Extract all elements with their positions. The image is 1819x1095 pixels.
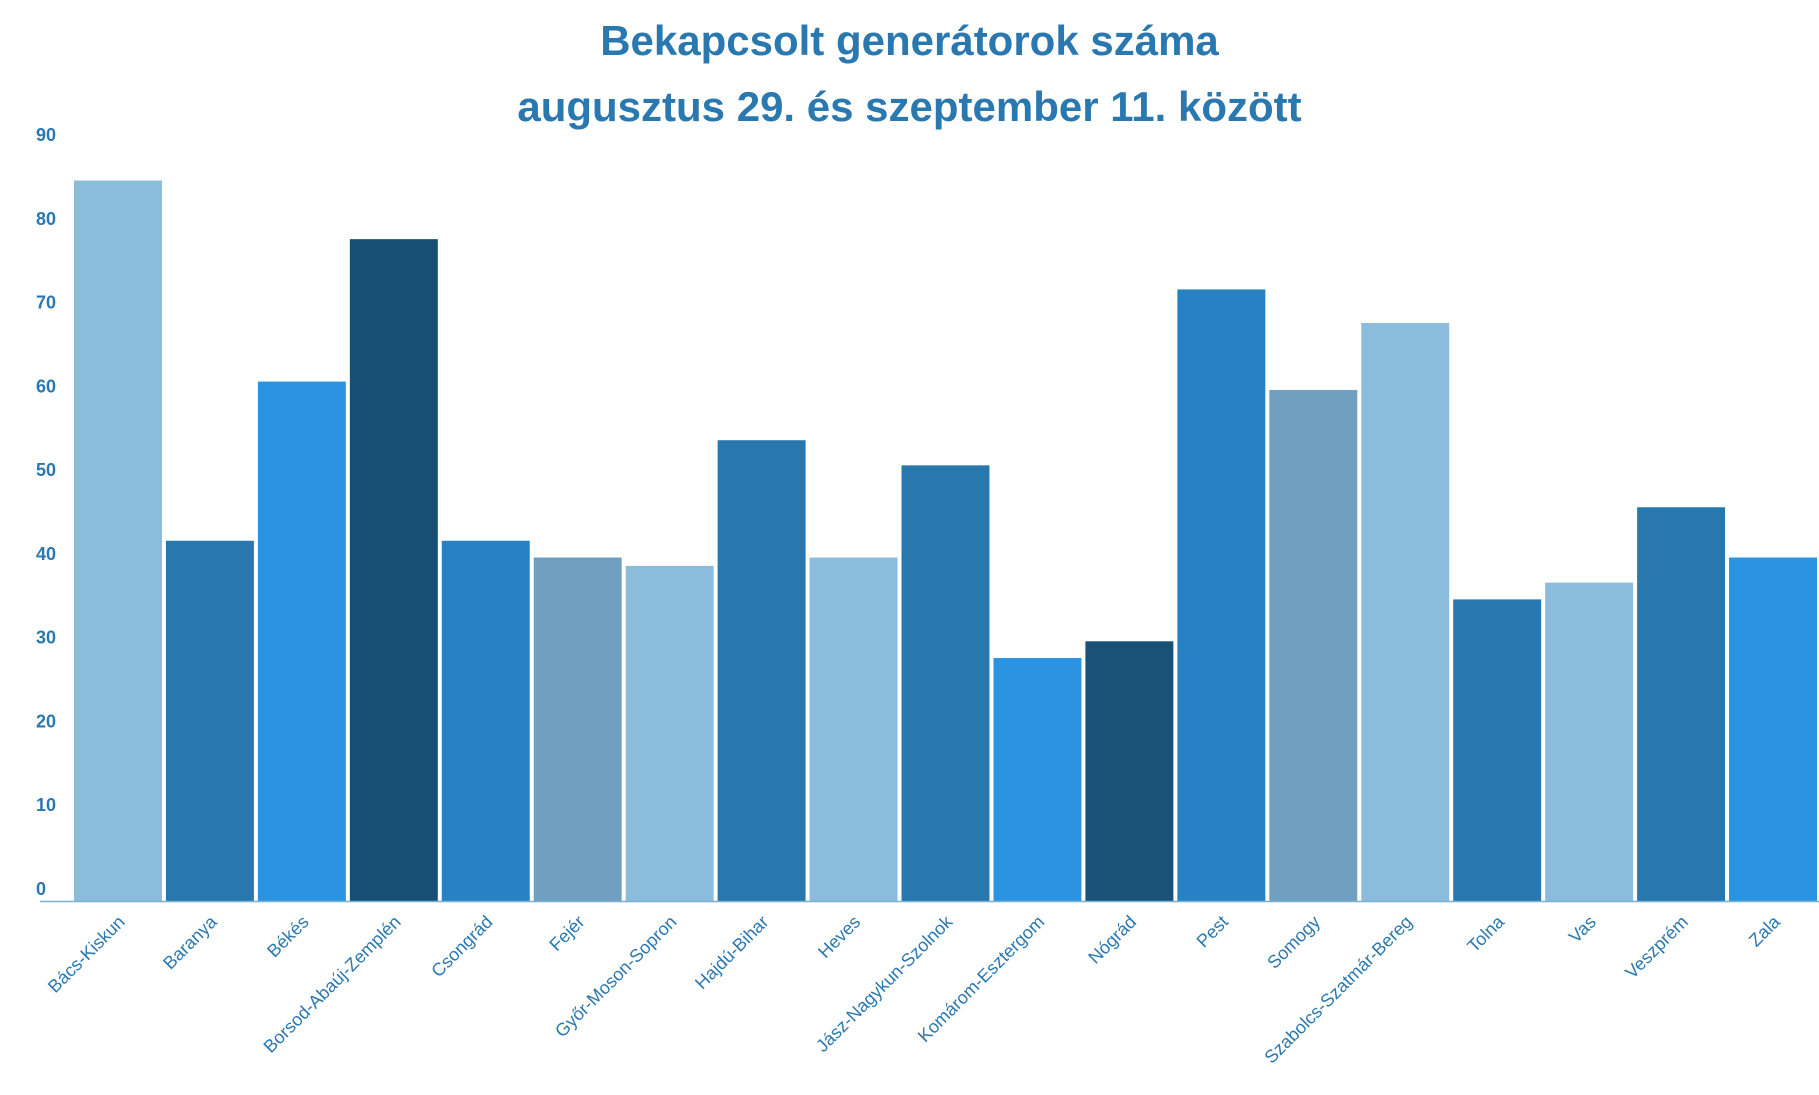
x-tick-label: Hajdú-Bihar bbox=[691, 912, 772, 993]
x-tick-label: Zala bbox=[1745, 911, 1785, 951]
bar bbox=[1361, 322, 1450, 901]
bar bbox=[901, 465, 990, 901]
y-tick-label: 20 bbox=[36, 711, 56, 731]
x-tick-label: Nógrád bbox=[1084, 912, 1140, 968]
bar bbox=[1177, 289, 1266, 901]
chart-title: Bekapcsolt generátorok száma augusztus 2… bbox=[0, 8, 1819, 140]
bar bbox=[809, 557, 898, 901]
bar bbox=[1453, 599, 1542, 901]
bars-group bbox=[74, 180, 1817, 902]
x-tick-label: Tolna bbox=[1463, 911, 1508, 956]
x-axis-labels: Bács-Kiskun Baranya BékésBorsod-Abaúj-Zemp… bbox=[44, 911, 1785, 1067]
bar bbox=[257, 381, 346, 902]
y-tick-label: 90 bbox=[36, 125, 56, 145]
x-tick-label: Heves bbox=[814, 912, 864, 962]
y-tick-label: 40 bbox=[36, 544, 56, 564]
bar bbox=[1545, 582, 1634, 901]
y-tick-label: 70 bbox=[36, 293, 56, 313]
bar bbox=[533, 557, 622, 901]
bar bbox=[1269, 389, 1358, 901]
y-tick-label: 80 bbox=[36, 209, 56, 229]
y-tick-label: 30 bbox=[36, 628, 56, 648]
y-tick-label: 50 bbox=[36, 460, 56, 480]
x-tick-label: Pest bbox=[1193, 912, 1233, 952]
x-tick-label: Somogy bbox=[1263, 912, 1324, 973]
y-tick-label: 10 bbox=[36, 795, 56, 815]
bar bbox=[441, 540, 530, 901]
chart-title-line-2: augusztus 29. és szeptember 11. között bbox=[517, 83, 1302, 130]
bar bbox=[993, 658, 1082, 901]
x-tick-label: Baranya bbox=[159, 911, 221, 973]
x-tick-label: Vas bbox=[1565, 912, 1600, 947]
bar bbox=[625, 565, 714, 901]
x-tick-label: Csongrád bbox=[427, 912, 496, 981]
x-tick-label: Veszprém bbox=[1621, 912, 1692, 983]
bar bbox=[74, 180, 162, 901]
y-tick-label: 0 bbox=[36, 879, 46, 899]
bar bbox=[349, 239, 438, 902]
x-tick-label: Fejér bbox=[545, 912, 588, 955]
x-tick-label: Bács-Kiskun bbox=[44, 912, 129, 997]
bar bbox=[717, 440, 806, 901]
x-tick-label: Békés bbox=[263, 912, 313, 962]
bar bbox=[1729, 557, 1817, 901]
bar bbox=[1085, 641, 1174, 901]
x-tick-label: Szabolcs-Szatmár-Bereg bbox=[1260, 912, 1416, 1068]
bar bbox=[1637, 507, 1726, 901]
y-axis-ticks: 0 10 20 30 40 50 60 70 80 90 bbox=[36, 125, 56, 899]
y-tick-label: 60 bbox=[36, 376, 56, 396]
chart-title-line-1: Bekapcsolt generátorok száma bbox=[600, 17, 1219, 64]
bar bbox=[165, 540, 254, 901]
